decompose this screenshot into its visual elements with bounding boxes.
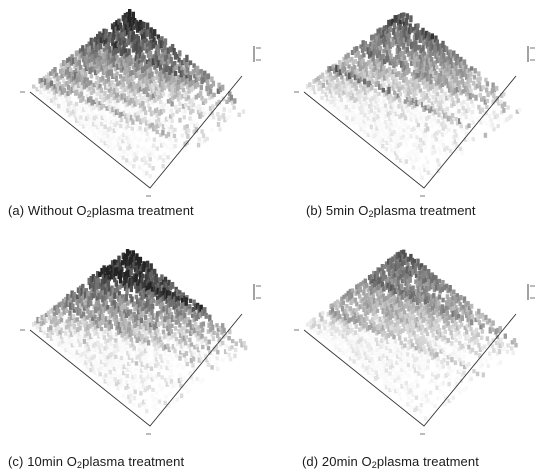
plot-axes [303,46,529,189]
caption-a: (a) Without O2plasma treatment [8,203,194,219]
plot-axes [29,284,255,427]
plot-axes [303,284,529,427]
axis-ticks [20,285,261,435]
axis-ticks [294,285,535,435]
caption-b-text: 5min O [325,203,369,218]
panel-d: (d) 20min O2plasma treatment [274,238,548,476]
axis-ticks [20,47,261,197]
panel-a: (a) Without O2plasma treatment [0,0,274,238]
surface-texture [306,12,522,180]
afm-surface-plot-b [294,12,535,197]
afm-surface-plot-d [294,249,535,435]
caption-d-subscript: 2 [371,460,377,470]
caption-b-text-end: plasma treatment [373,203,476,218]
panel-c: (c) 10min O2plasma treatment [0,238,274,476]
caption-a-letter: (a) [8,203,25,218]
surface-texture [32,9,246,180]
caption-c-subscript: 2 [77,460,83,470]
caption-a-text: Without O [27,203,87,218]
caption-b: (b) 5min O2plasma treatment [306,203,476,219]
caption-b-subscript: 2 [368,209,374,219]
plot-axes [29,46,255,189]
afm-surface-plot-c [20,249,261,435]
surface-texture [32,249,248,415]
caption-c-letter: (c) [8,454,24,469]
caption-d-text-end: plasma treatment [376,454,479,469]
caption-c: (c) 10min O2plasma treatment [8,454,184,470]
caption-d-text: 20min O [321,454,372,469]
axis-ticks [294,47,535,197]
caption-b-letter: (b) [306,203,323,218]
caption-a-subscript: 2 [86,209,92,219]
caption-d-letter: (d) [302,454,319,469]
caption-d: (d) 20min O2plasma treatment [302,454,479,470]
panel-b: (b) 5min O2plasma treatment [274,0,548,238]
caption-a-text-end: plasma treatment [91,203,194,218]
caption-c-text: 10min O [27,454,78,469]
afm-surface-plot-a [20,9,261,197]
caption-c-text-end: plasma treatment [82,454,185,469]
surface-texture [306,249,518,421]
